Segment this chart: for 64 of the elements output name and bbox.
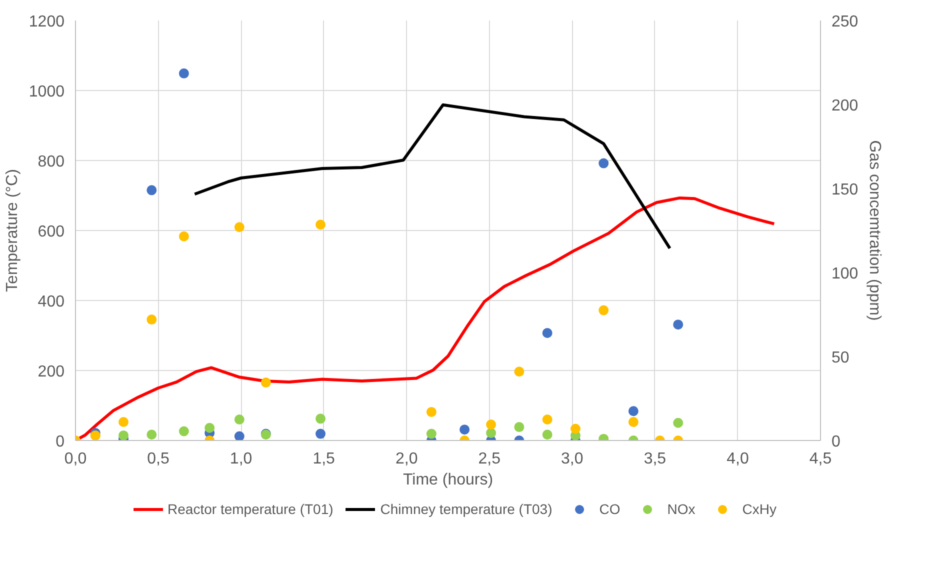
y2-tick-label: 100 <box>832 266 858 282</box>
point <box>460 424 470 435</box>
point <box>598 158 609 168</box>
point <box>673 418 684 428</box>
point <box>234 431 244 440</box>
x-tick-label: 4,5 <box>809 450 832 468</box>
legend-label: CxHy <box>742 501 776 517</box>
y2-axis-title: Gas concemtration (ppm) <box>866 140 884 321</box>
legend-label: CO <box>599 501 620 517</box>
point <box>178 68 189 78</box>
y2-tick-label: 250 <box>832 14 858 30</box>
y-tick-label: 1000 <box>28 84 65 100</box>
point <box>598 305 609 316</box>
point <box>260 378 271 388</box>
y2-tick-label: 150 <box>832 182 858 198</box>
y-tick-label: 200 <box>38 364 65 380</box>
y-tick-label: 1200 <box>28 14 65 30</box>
point <box>146 185 157 196</box>
y-tick-label: 0 <box>56 434 65 450</box>
point <box>146 314 157 325</box>
point <box>204 422 215 433</box>
point <box>673 320 684 330</box>
point <box>514 366 524 377</box>
point <box>486 420 496 430</box>
point <box>234 414 244 424</box>
point <box>542 430 552 440</box>
y-tick-label: 400 <box>38 294 65 310</box>
x-tick-label: 3,0 <box>561 450 584 468</box>
x-tick-label: 0,0 <box>64 450 87 468</box>
y-tick-label: 600 <box>38 224 65 240</box>
point <box>486 428 496 438</box>
x-axis-title: Time (hours) <box>402 472 494 488</box>
point <box>118 417 129 428</box>
point <box>316 428 326 439</box>
line-series <box>193 103 672 250</box>
point <box>178 426 189 436</box>
y2-tick-label: 50 <box>832 350 850 366</box>
point <box>514 422 524 432</box>
point <box>178 231 189 242</box>
x-tick-label: 1,5 <box>312 450 336 468</box>
point <box>426 406 436 417</box>
x-tick-label: 2,5 <box>478 450 501 468</box>
y-axis-title: Temperature (°C) <box>4 169 21 292</box>
point <box>316 414 326 424</box>
point <box>542 414 552 424</box>
x-tick-label: 2,0 <box>395 450 418 468</box>
point <box>542 328 552 338</box>
point <box>146 430 157 440</box>
y-tick-label: 800 <box>38 154 65 170</box>
x-tick-label: 3,5 <box>644 450 666 468</box>
y2-tick-label: 200 <box>832 98 858 114</box>
point <box>628 406 638 416</box>
legend-label: Reactor temperature (T01) <box>168 501 334 517</box>
legend-label: Chimney temperature (T03) <box>380 501 552 517</box>
point <box>316 220 326 230</box>
point <box>628 417 638 428</box>
x-tick-label: 1,0 <box>230 450 252 468</box>
point <box>570 424 580 434</box>
x-tick-label: 4,0 <box>726 450 749 468</box>
point <box>426 428 436 439</box>
y2-tick-label: 0 <box>832 434 840 450</box>
point <box>234 222 244 232</box>
x-tick-label: 0,5 <box>147 450 170 468</box>
legend-label: NOx <box>667 501 696 517</box>
